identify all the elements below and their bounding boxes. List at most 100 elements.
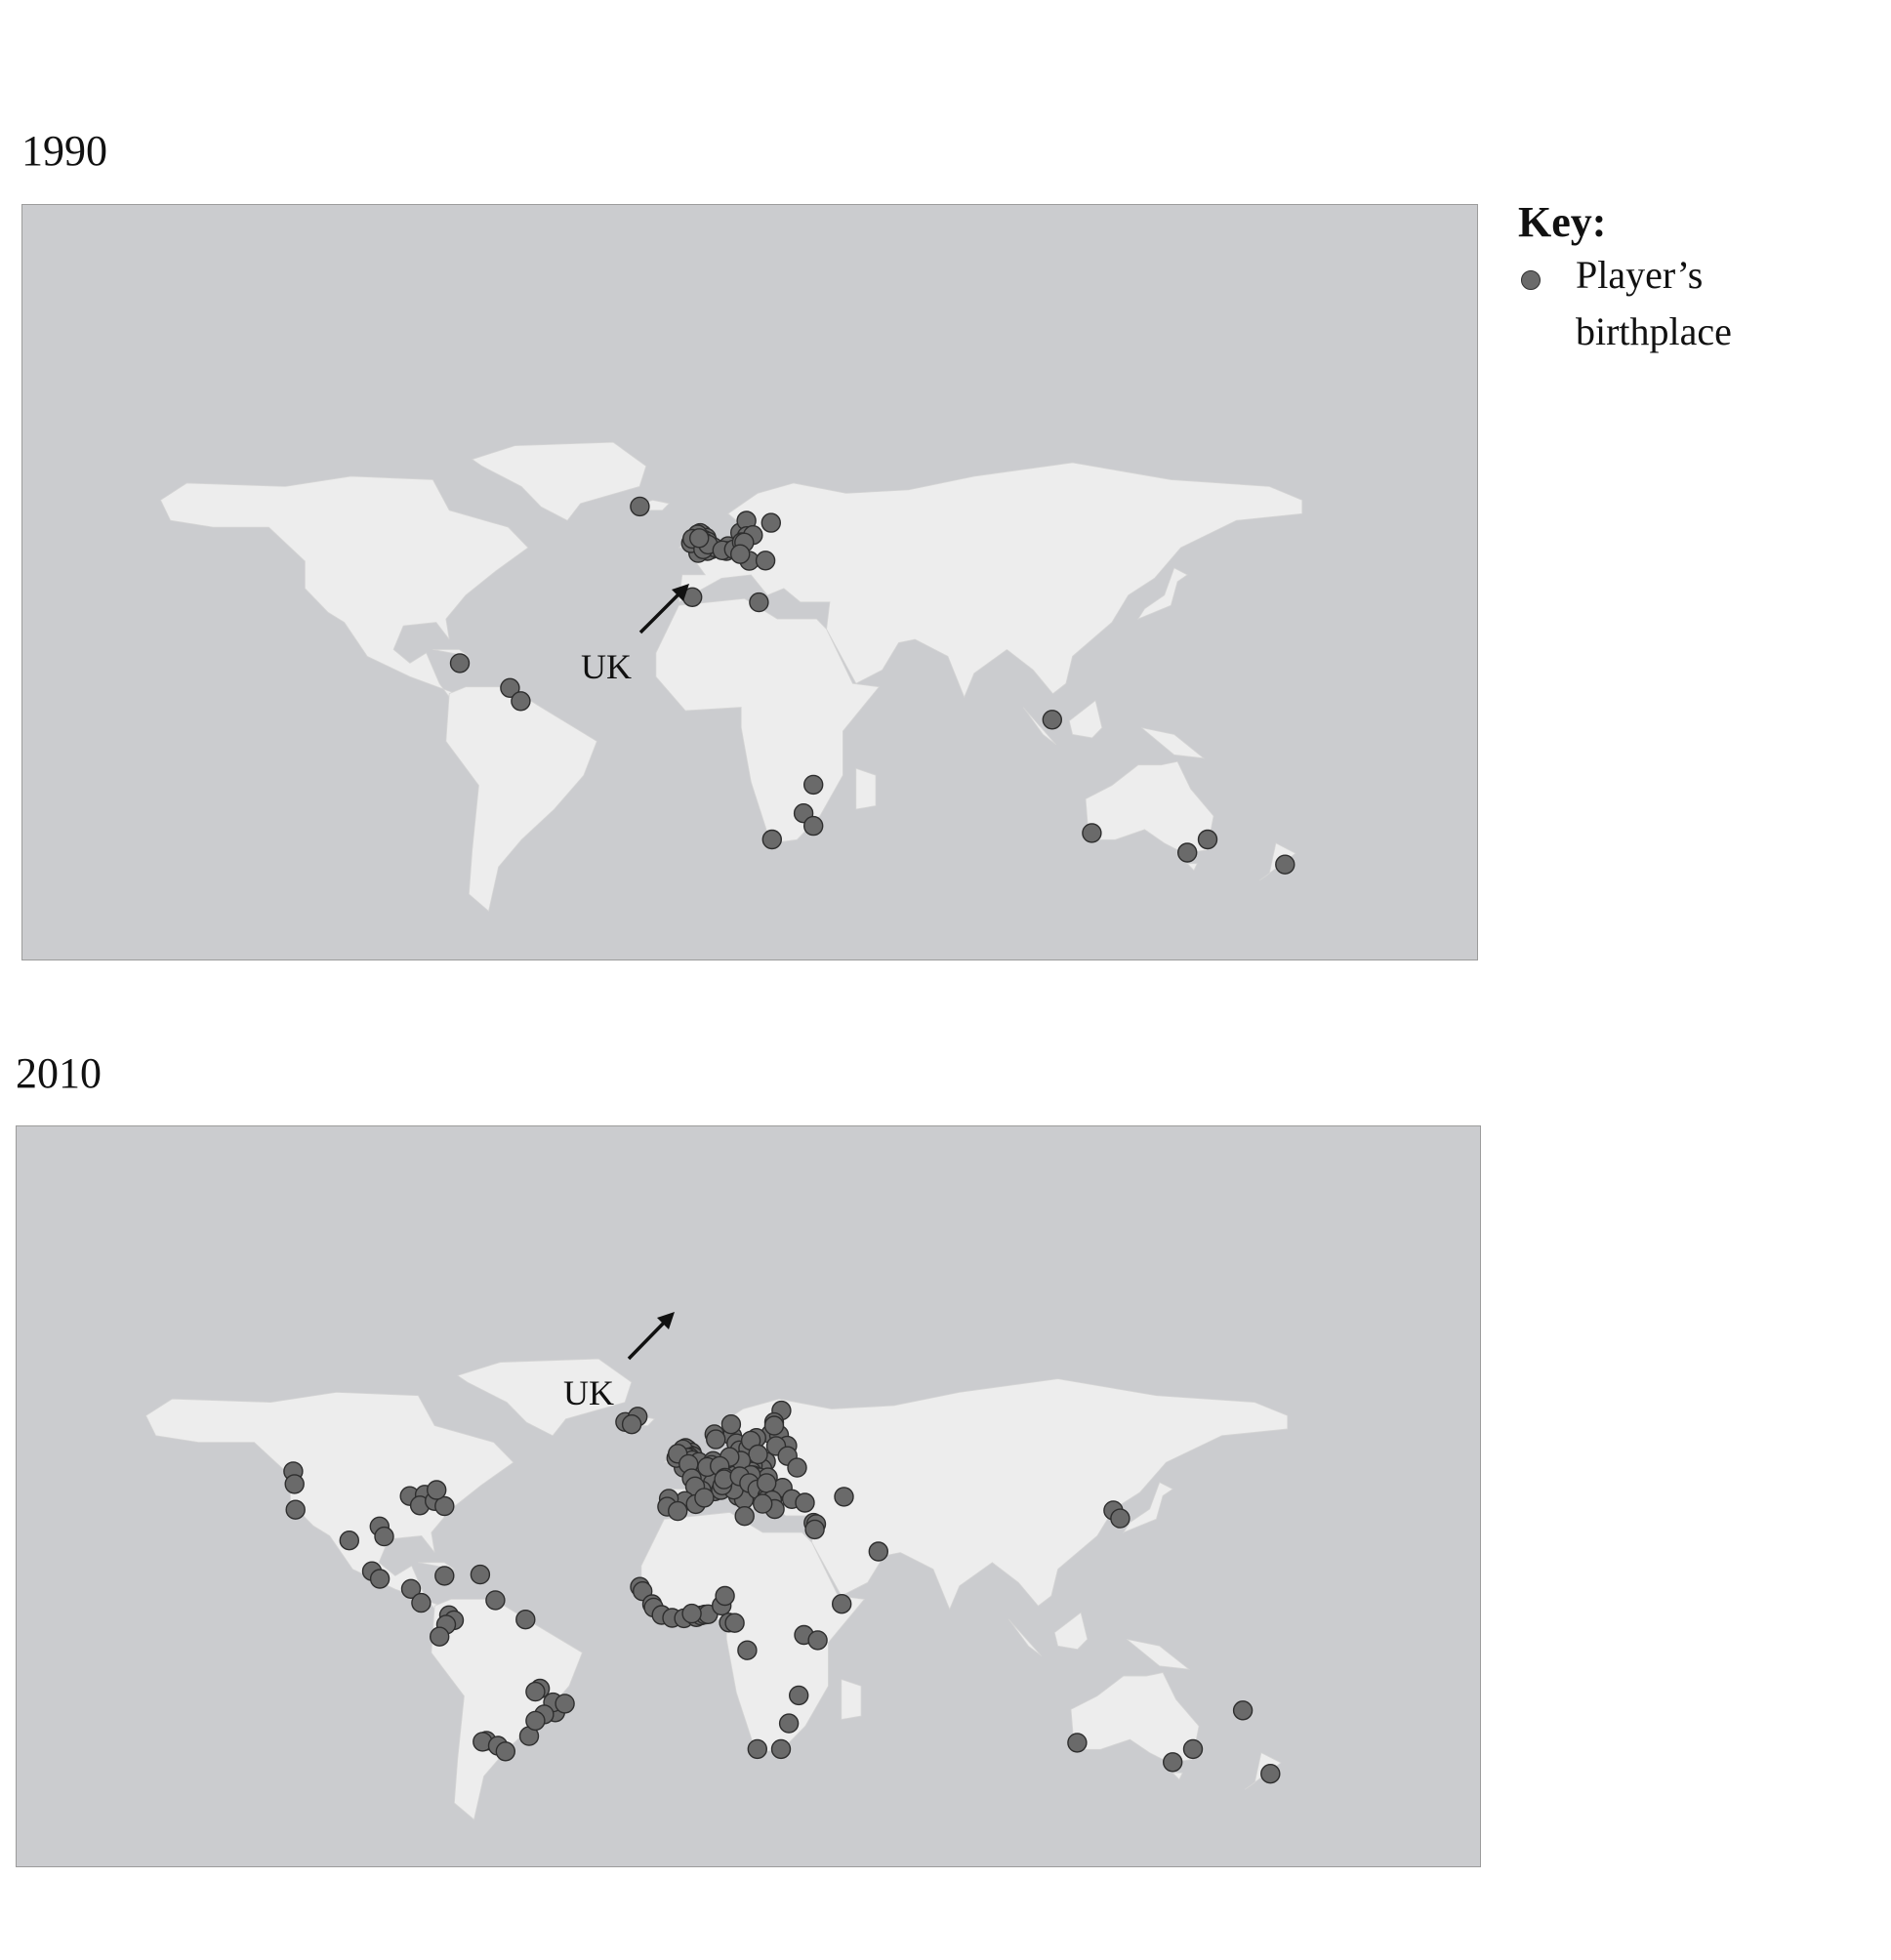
birthplace-point: [1197, 829, 1218, 850]
landmass: [1140, 727, 1206, 759]
landmass: [1126, 1639, 1191, 1670]
landmass: [1007, 1618, 1043, 1656]
landmass: [1186, 863, 1198, 872]
birthplace-point: [1182, 1738, 1204, 1760]
birthplace-point: [1110, 1508, 1130, 1529]
birthplace-point: [730, 544, 751, 564]
uk-label: UK: [581, 647, 632, 686]
birthplace-point: [749, 592, 769, 613]
birthplace-point: [720, 1414, 742, 1435]
birthplace-point: [449, 653, 471, 674]
birthplace-point: [803, 815, 824, 837]
landmass: [1070, 1672, 1200, 1764]
uk-label: UK: [563, 1373, 614, 1412]
landmass: [471, 441, 647, 521]
birthplace-point: [434, 1566, 455, 1586]
birthplace-point: [500, 677, 520, 698]
landmass: [445, 686, 597, 913]
key-entry: Player’s birthplace: [1518, 253, 1879, 360]
birthplace-point: [555, 1694, 575, 1714]
uk-annotation: UK: [581, 584, 689, 686]
key-title: Key:: [1518, 198, 1607, 246]
birthplace-point: [630, 496, 650, 517]
landmass: [1122, 1482, 1173, 1533]
world-map-2010: UK: [16, 1125, 1481, 1867]
birthplace-point: [789, 1685, 809, 1706]
birthplace-point: [427, 1480, 447, 1500]
birthplace-point: [803, 774, 824, 796]
birthplace-point: [747, 1738, 767, 1760]
birthplace-point: [694, 1488, 715, 1508]
birthplace-point: [621, 1414, 642, 1435]
birthplace-point: [778, 1713, 800, 1734]
birthplace-marker-icon: [1521, 270, 1541, 290]
uk-annotation: UK: [563, 1312, 675, 1412]
birthplace-point: [755, 551, 776, 571]
birthplace-point: [737, 1640, 758, 1660]
birthplace-point: [339, 1531, 359, 1551]
landmass: [160, 475, 529, 698]
birthplace-point: [470, 1564, 491, 1585]
birthplace-point: [761, 512, 781, 533]
landmass: [1136, 567, 1188, 620]
birthplace-point: [400, 1578, 422, 1599]
birthplace-point: [495, 1741, 515, 1762]
world-map-1990: UK: [21, 204, 1478, 960]
birthplace-point: [284, 1474, 305, 1494]
landmass: [1085, 760, 1214, 854]
birthplace-point: [715, 1585, 735, 1607]
birthplace-point: [757, 1473, 777, 1493]
landmass: [1022, 707, 1057, 746]
birthplace-point: [734, 1506, 755, 1527]
birthplace-point: [804, 1519, 825, 1540]
landmass: [655, 597, 881, 844]
birthplace-point: [748, 1444, 768, 1465]
birthplace-point: [761, 829, 782, 850]
birthplace-point: [430, 1626, 450, 1647]
landmass: [456, 1358, 633, 1437]
landmass: [855, 767, 877, 810]
birthplace-point: [770, 1738, 792, 1760]
birthplace-points-1990: [449, 496, 1295, 875]
birthplace-point: [795, 1492, 815, 1513]
birthplace-point: [1082, 823, 1102, 843]
birthplace-point: [834, 1487, 854, 1507]
birthplace-point: [511, 691, 531, 712]
birthplace-point: [515, 1610, 536, 1630]
birthplace-point: [1176, 842, 1198, 863]
map-key: Key: Player’s birthplace: [1518, 197, 1879, 360]
birthplace-point: [668, 1500, 688, 1522]
birthplace-point: [706, 1429, 726, 1450]
birthplace-point: [1275, 854, 1295, 875]
birthplace-point: [681, 1603, 702, 1624]
birthplace-point: [787, 1457, 807, 1478]
birthplace-point: [1067, 1733, 1088, 1753]
birthplace-point: [1232, 1700, 1254, 1721]
landmass: [1053, 1612, 1089, 1651]
birthplace-point: [753, 1493, 773, 1514]
landmass: [841, 1678, 862, 1720]
birthplace-points-2010: [283, 1400, 1281, 1784]
birthplace-point: [525, 1710, 546, 1732]
birthplace-point: [485, 1590, 506, 1611]
continents-layer: [160, 441, 1303, 913]
landmass: [418, 1562, 455, 1570]
map-1990-year-label: 1990: [21, 127, 107, 175]
continents-layer: [145, 1358, 1289, 1820]
map-2010-year-label: 2010: [16, 1049, 102, 1097]
birthplace-point: [1162, 1752, 1183, 1773]
birthplace-point: [1260, 1764, 1281, 1784]
landmass: [1172, 1772, 1183, 1780]
birthplace-point: [525, 1681, 546, 1702]
landmass: [432, 649, 470, 657]
birthplace-point: [689, 528, 710, 549]
landmass: [1068, 699, 1103, 739]
birthplace-point: [285, 1499, 306, 1520]
birthplace-point: [868, 1541, 888, 1562]
birthplace-point: [1042, 710, 1063, 730]
birthplace-point: [374, 1526, 394, 1547]
birthplace-point: [411, 1592, 432, 1613]
birthplace-point: [434, 1495, 455, 1517]
birthplace-point: [369, 1569, 391, 1589]
birthplace-point: [807, 1630, 828, 1651]
